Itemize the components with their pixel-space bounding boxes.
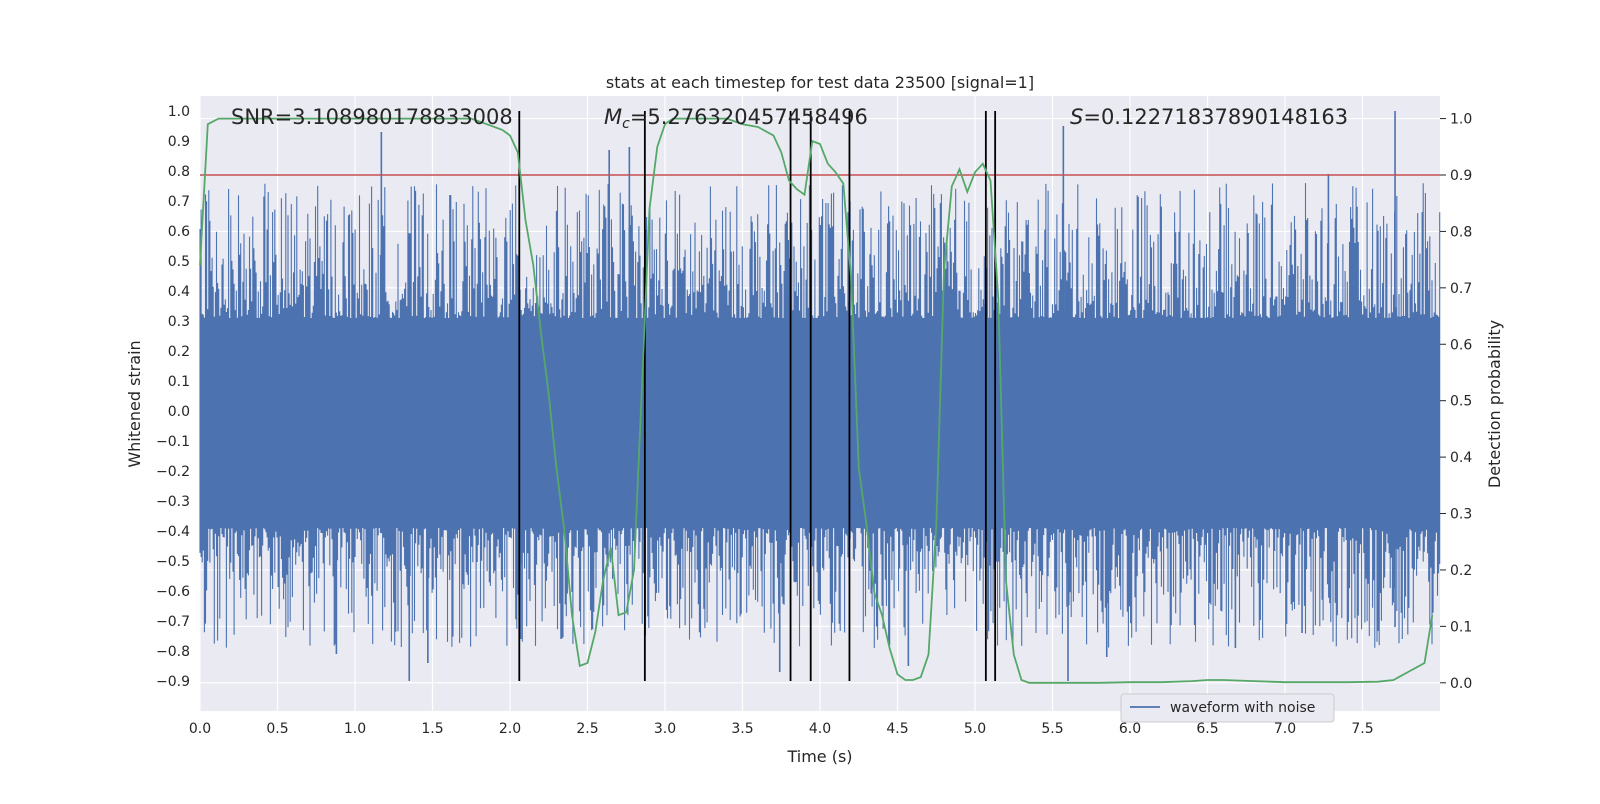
y2-tick-label: 0.7 — [1450, 281, 1472, 297]
y-tick-label: 0.1 — [168, 374, 190, 390]
y-tick-label: −0.8 — [156, 644, 190, 660]
y2-axis-ticks: 1.0 0.9 0.8 0.7 0.6 0.5 0.4 0.3 0.2 0.1 0.0 — [1440, 112, 1472, 692]
y-tick-label: 0.7 — [168, 194, 190, 210]
x-tick-label: 7.0 — [1274, 721, 1296, 737]
y2-tick-label: 0.3 — [1450, 507, 1472, 523]
y-tick-label: 0.4 — [168, 284, 190, 300]
s-symbol: S — [1070, 105, 1083, 129]
chirp-mass-value: =5.276320457458496 — [630, 105, 868, 129]
y2-tick-label: 0.4 — [1450, 450, 1472, 466]
x-tick-label: 2.0 — [499, 721, 521, 737]
y-tick-label: −0.5 — [156, 554, 190, 570]
y-tick-label: 0.2 — [168, 344, 190, 360]
chirp-mass-symbol: M — [604, 105, 622, 129]
legend-box — [1120, 693, 1335, 723]
y-axis-ticks: 1.0 0.9 0.8 0.7 0.6 0.5 0.4 0.3 0.2 0.1 0.0 −0.1 −0.… — [156, 104, 190, 690]
y-tick-label: 1.0 — [168, 104, 190, 120]
y2-tick-label: 0.9 — [1450, 168, 1472, 184]
x-axis-label: Time (s) — [786, 747, 852, 766]
y-tick-label: 0.3 — [168, 314, 190, 330]
probability-line — [199, 117, 1434, 684]
x-tick-label: 1.5 — [421, 721, 443, 737]
y-tick-label: −0.7 — [156, 614, 190, 630]
snr-annotation: SNR=3.108980178833008 — [231, 105, 513, 129]
y-tick-label: 0.0 — [168, 404, 190, 420]
x-tick-label: 5.5 — [1041, 721, 1063, 737]
x-tick-label: 0.5 — [266, 721, 288, 737]
y-axis-label: Whitened strain — [125, 340, 144, 467]
y-tick-label: −0.3 — [156, 494, 190, 510]
y2-tick-label: 1.0 — [1450, 112, 1472, 128]
x-tick-label: 3.0 — [654, 721, 676, 737]
y-tick-label: −0.9 — [156, 674, 190, 690]
x-tick-label: 2.5 — [576, 721, 598, 737]
s-annotation: S=0.12271837890148163 — [1070, 105, 1348, 129]
x-tick-label: 5.0 — [964, 721, 986, 737]
y-tick-label: −0.4 — [156, 524, 190, 540]
y-tick-label: −0.1 — [156, 434, 190, 450]
x-tick-label: 4.0 — [809, 721, 831, 737]
y2-tick-label: 0.1 — [1450, 619, 1472, 635]
x-tick-label: 0.0 — [189, 721, 211, 737]
y2-tick-label: 0.8 — [1450, 224, 1472, 240]
probability-series — [199, 117, 1434, 684]
x-tick-label: 4.5 — [886, 721, 908, 737]
y-tick-label: 0.8 — [168, 164, 190, 180]
x-tick-label: 7.5 — [1351, 721, 1373, 737]
x-tick-label: 3.5 — [731, 721, 753, 737]
y2-tick-label: 0.0 — [1450, 676, 1472, 692]
y-tick-label: 0.6 — [168, 224, 190, 240]
y-tick-label: −0.6 — [156, 584, 190, 600]
chart-title: stats at each timestep for test data 235… — [606, 73, 1034, 92]
waveform-series — [199, 111, 1441, 681]
x-axis-ticks: 0.0 0.5 1.0 1.5 2.0 2.5 3.0 3.5 4.0 4.5 5.0 5.5 6.0 6… — [189, 721, 1374, 737]
legend: waveform with noise — [1120, 693, 1335, 723]
vertical-lines — [518, 111, 997, 681]
chirp-mass-subscript: c — [622, 116, 630, 132]
y-tick-label: 0.5 — [168, 254, 190, 270]
y2-tick-label: 0.6 — [1450, 337, 1472, 353]
y2-tick-label: 0.5 — [1450, 394, 1472, 410]
y2-tick-label: 0.2 — [1450, 563, 1472, 579]
legend-label: waveform with noise — [1170, 700, 1315, 716]
x-tick-label: 6.0 — [1119, 721, 1141, 737]
y-tick-label: 0.9 — [168, 134, 190, 150]
x-tick-label: 6.5 — [1196, 721, 1218, 737]
x-tick-label: 1.0 — [344, 721, 366, 737]
s-value: =0.12271837890148163 — [1083, 105, 1348, 129]
chirp-mass-annotation: Mc=5.276320457458496 — [604, 105, 868, 132]
y-tick-label: −0.2 — [156, 464, 190, 480]
y2-axis-label: Detection probability — [1485, 320, 1504, 488]
